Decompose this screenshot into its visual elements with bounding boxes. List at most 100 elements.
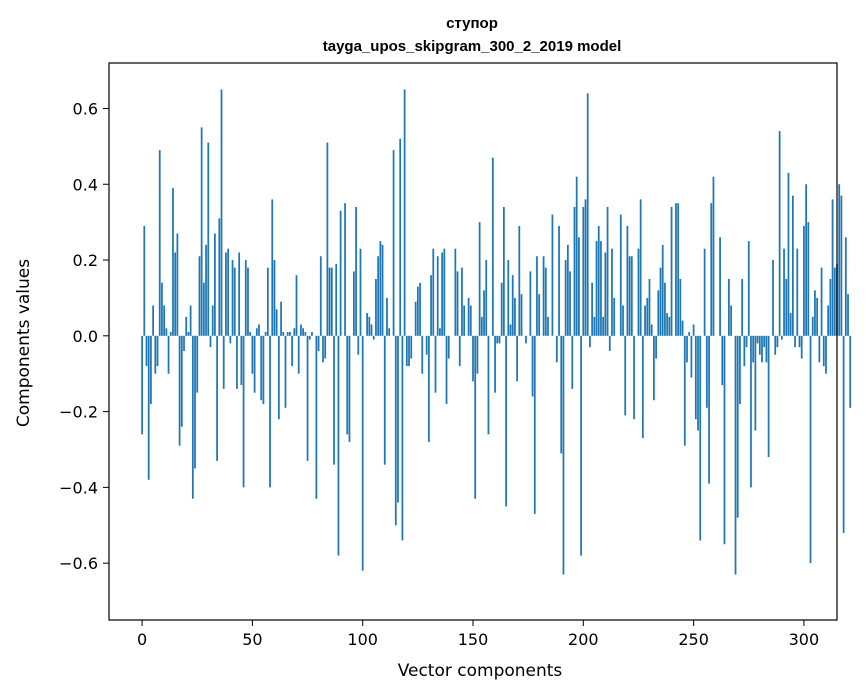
bar-107: [377, 256, 380, 336]
bar-306: [816, 297, 819, 336]
bar-61: [275, 309, 278, 336]
bar-0: [141, 335, 143, 435]
bar-219: [624, 335, 627, 416]
bar-5: [152, 305, 154, 336]
bar-129: [425, 335, 428, 355]
bar-242: [675, 203, 677, 336]
bar-76: [308, 335, 311, 340]
bar-22: [189, 305, 192, 336]
bar-201: [584, 199, 587, 336]
bar-53: [258, 324, 260, 336]
bar-6: [154, 335, 157, 374]
bar-34: [216, 335, 218, 461]
bar-296: [794, 335, 796, 348]
bar-320: [847, 294, 849, 336]
bar-291: [783, 248, 785, 336]
bar-228: [644, 305, 646, 336]
bar-137: [443, 248, 446, 336]
bar-253: [699, 335, 702, 541]
bar-72: [300, 324, 302, 336]
bar-31: [209, 335, 212, 348]
bar-16: [176, 233, 179, 336]
bar-51: [253, 335, 256, 393]
bar-100: [361, 335, 364, 571]
bar-308: [820, 267, 823, 336]
bar-7: [156, 335, 159, 367]
bar-278: [754, 335, 757, 431]
bar-21: [187, 332, 190, 336]
bar-161: [496, 335, 499, 344]
bar-112: [388, 328, 391, 336]
bar-13: [169, 332, 172, 336]
bar-52: [255, 328, 258, 336]
bar-192: [564, 260, 567, 336]
bar-46: [242, 335, 245, 488]
bar-15: [174, 252, 177, 336]
bar-20: [185, 316, 188, 336]
bar-317: [840, 195, 843, 336]
bar-257: [708, 335, 710, 484]
bar-276: [750, 335, 752, 488]
bar-177: [531, 335, 534, 397]
bar-138: [445, 335, 448, 405]
bar-301: [805, 184, 807, 336]
bar-26: [198, 256, 201, 336]
bar-70: [295, 275, 298, 336]
bar-251: [694, 335, 697, 420]
bar-250: [692, 324, 695, 336]
bar-152: [476, 335, 479, 374]
bar-3: [147, 335, 150, 480]
bar-56: [264, 332, 267, 336]
bar-156: [485, 260, 488, 336]
bar-271: [739, 335, 741, 405]
bar-27: [200, 127, 203, 336]
bar-313: [831, 199, 834, 336]
x-tick-label-6: 300: [789, 630, 820, 649]
bar-75: [306, 335, 309, 461]
bar-197: [575, 176, 578, 336]
bar-235: [659, 267, 662, 336]
bar-207: [597, 225, 600, 336]
bar-71: [297, 335, 300, 374]
bar-2: [145, 335, 148, 367]
bar-167: [509, 324, 512, 336]
bar-126: [419, 282, 421, 336]
x-tick-label-5: 250: [678, 630, 709, 649]
bar-319: [844, 237, 847, 336]
bar-64: [282, 332, 285, 336]
bar-292: [785, 278, 788, 336]
bar-279: [756, 335, 759, 344]
bar-217: [619, 214, 622, 336]
bar-109: [381, 244, 384, 336]
bar-10: [163, 305, 166, 336]
bar-304: [811, 316, 814, 336]
y-tick-label-3: 0.0: [73, 327, 98, 346]
bar-135: [439, 328, 441, 336]
bar-1: [143, 225, 146, 336]
bar-30: [207, 142, 210, 336]
bar-212: [608, 335, 611, 351]
bar-117: [399, 138, 402, 336]
bar-202: [586, 93, 589, 336]
bar-234: [657, 290, 660, 336]
bar-43: [236, 335, 238, 389]
bar-14: [172, 188, 174, 336]
bar-153: [478, 222, 481, 336]
bar-166: [507, 260, 510, 336]
bar-157: [487, 335, 490, 435]
bar-223: [633, 335, 635, 420]
bar-220: [626, 225, 629, 336]
bar-11: [165, 328, 168, 336]
bar-44: [238, 252, 241, 336]
bar-245: [681, 320, 684, 336]
bar-116: [397, 335, 399, 503]
bar-321: [849, 335, 852, 408]
bar-119: [403, 89, 406, 336]
bar-206: [595, 241, 598, 336]
chart-title: ступор: [446, 15, 498, 32]
bar-49: [249, 332, 252, 336]
bar-290: [780, 335, 783, 340]
bar-96: [352, 271, 355, 336]
bar-33: [214, 233, 216, 336]
bar-48: [247, 267, 249, 336]
